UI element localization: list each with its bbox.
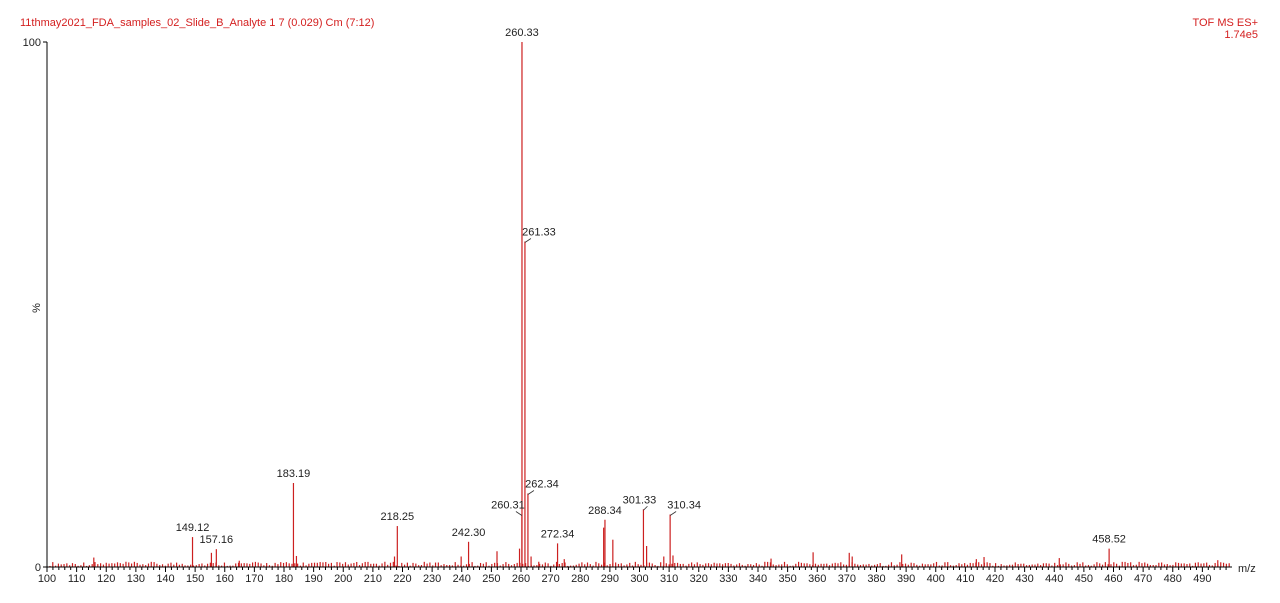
x-tick-label: 270	[541, 573, 559, 585]
x-tick-label: 170	[245, 573, 263, 585]
x-tick-label: 390	[897, 573, 915, 585]
x-tick-label: 140	[156, 573, 174, 585]
x-tick-label: 200	[334, 573, 352, 585]
x-tick-label: 470	[1134, 573, 1152, 585]
x-tick-label: 330	[719, 573, 737, 585]
x-tick-label: 490	[1193, 573, 1211, 585]
x-tick-label: 290	[601, 573, 619, 585]
x-tick-label: 110	[68, 573, 86, 585]
x-tick-label: 120	[97, 573, 115, 585]
peak-leader	[515, 511, 523, 516]
peak-label: 301.33	[623, 494, 657, 506]
y-axis-label: %	[31, 303, 43, 313]
x-tick-label: 340	[749, 573, 767, 585]
x-tick-label: 360	[808, 573, 826, 585]
x-tick-label: 440	[1045, 573, 1063, 585]
x-axis-label: m/z	[1238, 563, 1256, 575]
peak-label: 262.34	[525, 479, 559, 491]
x-tick-label: 210	[364, 573, 382, 585]
x-tick-label: 180	[275, 573, 293, 585]
x-tick-label: 480	[1164, 573, 1182, 585]
x-tick-label: 410	[956, 573, 974, 585]
x-tick-label: 260	[512, 573, 530, 585]
x-tick-label: 190	[304, 573, 322, 585]
peak-leader	[669, 511, 677, 516]
x-tick-label: 460	[1104, 573, 1122, 585]
peak-label: 183.19	[277, 468, 311, 480]
peak-label: 157.16	[200, 534, 234, 546]
x-tick-label: 150	[186, 573, 204, 585]
acquisition-mode: TOF MS ES+	[1192, 17, 1258, 29]
x-tick-label: 430	[1015, 573, 1033, 585]
peak-label: 218.25	[380, 511, 414, 523]
peak-leader	[524, 238, 532, 243]
y-ticks: 0 100	[23, 37, 47, 574]
x-tick-label: 300	[630, 573, 648, 585]
x-tick-label: 160	[216, 573, 234, 585]
x-tick-label: 130	[127, 573, 145, 585]
peak-leader	[643, 505, 648, 511]
x-tick-label: 280	[571, 573, 589, 585]
peak-leader	[527, 490, 535, 495]
x-tick-label: 380	[867, 573, 885, 585]
x-tick-label: 320	[690, 573, 708, 585]
peak-label: 458.52	[1092, 534, 1126, 546]
peak-label: 149.12	[176, 522, 210, 534]
x-tick-label: 240	[453, 573, 471, 585]
baseline-noise	[49, 561, 1230, 567]
peak-label: 288.34	[588, 505, 622, 517]
peak-label: 310.34	[667, 500, 701, 512]
x-tick-label: 100	[38, 573, 56, 585]
x-tick-label: 400	[927, 573, 945, 585]
peak-label: 260.33	[505, 27, 539, 39]
sample-title: 11thmay2021_FDA_samples_02_Slide_B_Analy…	[20, 17, 374, 29]
x-tick-label: 220	[393, 573, 411, 585]
peak-label: 272.34	[541, 528, 575, 540]
base-peak-intensity: 1.74e5	[1224, 29, 1258, 41]
x-tick-label: 420	[986, 573, 1004, 585]
peak-label: 261.33	[522, 227, 556, 239]
x-tick-label: 450	[1075, 573, 1093, 585]
x-tick-label: 350	[778, 573, 796, 585]
x-tick-label: 370	[838, 573, 856, 585]
peak-bars	[93, 42, 1219, 567]
peak-label: 242.30	[452, 527, 486, 539]
x-tick-label: 310	[660, 573, 678, 585]
y-tick-label: 100	[23, 37, 41, 49]
x-tick-label: 230	[423, 573, 441, 585]
x-ticks: 100 110 120 130 140 150 160 170 180 190 200 210 220 2…	[38, 567, 1227, 585]
peak-label: 260.31	[491, 500, 525, 512]
y-tick-label: 0	[35, 562, 41, 574]
x-tick-label: 250	[482, 573, 500, 585]
